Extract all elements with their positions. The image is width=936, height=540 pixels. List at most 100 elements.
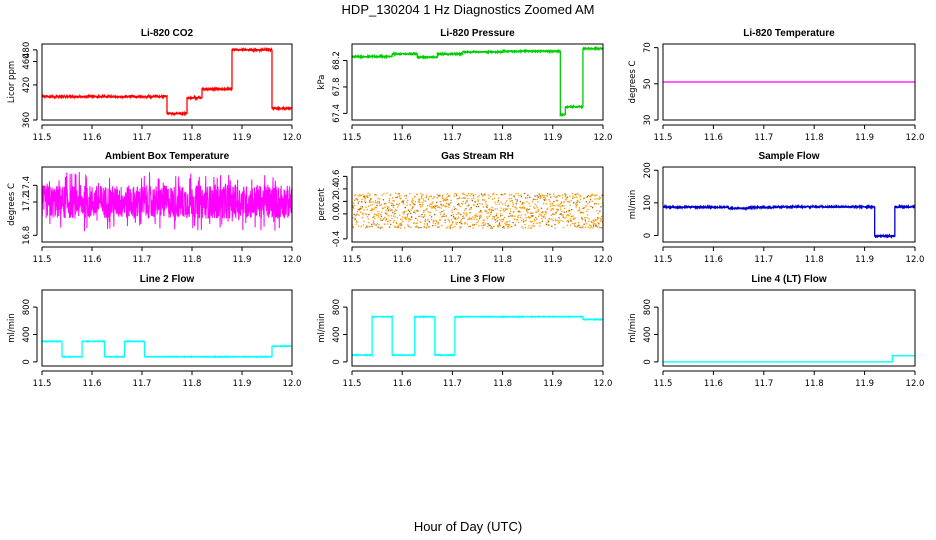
data-point bbox=[387, 210, 389, 212]
data-point bbox=[502, 219, 504, 221]
data-point bbox=[386, 220, 389, 223]
data-point bbox=[512, 203, 514, 206]
data-point bbox=[553, 204, 556, 207]
data-point bbox=[382, 218, 385, 220]
data-point bbox=[481, 195, 484, 197]
data-point bbox=[597, 222, 599, 224]
x-tick-label: 11.8 bbox=[183, 133, 202, 143]
data-point bbox=[507, 226, 509, 228]
y-tick-label: 30 bbox=[643, 115, 653, 126]
data-point bbox=[578, 210, 580, 212]
data-point bbox=[572, 197, 574, 199]
y-axis-label: percent bbox=[317, 188, 327, 221]
data-point bbox=[599, 226, 601, 228]
x-tick-label: 11.9 bbox=[233, 133, 252, 143]
data-point bbox=[431, 206, 434, 208]
data-point bbox=[436, 206, 439, 208]
data-point bbox=[532, 212, 534, 214]
data-point bbox=[435, 205, 437, 207]
data-point bbox=[352, 204, 354, 207]
data-point bbox=[427, 220, 429, 222]
data-point bbox=[576, 203, 578, 206]
data-point bbox=[440, 213, 442, 216]
data-point bbox=[585, 223, 588, 225]
data-point bbox=[446, 196, 448, 198]
y-tick-label: 100 bbox=[643, 195, 653, 211]
data-point bbox=[574, 194, 576, 196]
data-point bbox=[426, 208, 428, 210]
data-point bbox=[507, 204, 510, 206]
data-point bbox=[448, 221, 451, 223]
data-point bbox=[542, 203, 545, 205]
data-point bbox=[413, 210, 416, 212]
data-point bbox=[498, 197, 500, 199]
data-point bbox=[354, 194, 357, 196]
data-point bbox=[388, 201, 390, 204]
data-point bbox=[531, 201, 534, 203]
data-point bbox=[378, 202, 381, 204]
data-point bbox=[475, 215, 477, 217]
data-point bbox=[464, 202, 467, 205]
data-point bbox=[566, 214, 568, 216]
data-point bbox=[538, 193, 540, 195]
data-point bbox=[402, 212, 404, 214]
data-point bbox=[499, 210, 501, 212]
data-point bbox=[396, 226, 398, 228]
data-point bbox=[408, 226, 411, 228]
y-tick-label: 0 bbox=[22, 359, 32, 364]
data-point bbox=[536, 198, 539, 200]
data-point bbox=[493, 193, 495, 195]
x-tick-label: 12.0 bbox=[906, 255, 925, 265]
data-point bbox=[573, 196, 576, 199]
data-point bbox=[449, 227, 452, 229]
panel-title: Sample Flow bbox=[758, 151, 819, 162]
data-point bbox=[596, 210, 598, 212]
x-tick-label: 11.8 bbox=[493, 255, 512, 265]
data-point bbox=[481, 193, 483, 195]
data-point bbox=[517, 192, 519, 195]
data-point bbox=[428, 225, 430, 228]
plot-frame bbox=[662, 166, 916, 243]
data-point bbox=[441, 197, 444, 199]
data-point bbox=[441, 224, 443, 227]
data-point bbox=[373, 215, 375, 218]
data-point bbox=[594, 198, 596, 200]
data-point bbox=[444, 206, 447, 208]
data-point bbox=[506, 223, 508, 226]
data-point bbox=[376, 223, 379, 225]
data-point bbox=[468, 218, 470, 220]
data-point bbox=[427, 198, 430, 201]
data-point bbox=[513, 218, 516, 220]
data-point bbox=[421, 205, 423, 207]
data-point bbox=[598, 196, 600, 198]
data-point bbox=[578, 207, 581, 209]
x-tick-label: 11.9 bbox=[855, 133, 874, 143]
data-point bbox=[578, 224, 580, 226]
data-point bbox=[540, 214, 542, 216]
data-point bbox=[480, 216, 482, 218]
data-point bbox=[403, 195, 406, 197]
data-point bbox=[361, 216, 363, 219]
data-point bbox=[463, 193, 466, 196]
data-point bbox=[519, 211, 521, 213]
data-point bbox=[470, 206, 472, 209]
data-point bbox=[401, 201, 403, 203]
data-point bbox=[601, 202, 604, 204]
data-point bbox=[598, 223, 600, 225]
data-point bbox=[425, 227, 428, 229]
data-point bbox=[482, 199, 484, 201]
data-point bbox=[385, 218, 388, 220]
data-point bbox=[380, 204, 383, 206]
data-point bbox=[381, 194, 383, 196]
data-point bbox=[592, 224, 595, 226]
y-tick-label: 17.2 bbox=[22, 193, 32, 212]
data-point bbox=[597, 217, 599, 219]
panel-4: Gas Stream RH 11.5 11.6 11.7 11.8 11.9 12.0 -0.… bbox=[317, 151, 612, 265]
data-point bbox=[410, 209, 412, 211]
data-point bbox=[587, 208, 589, 210]
data-point bbox=[357, 202, 359, 204]
data-point bbox=[601, 194, 603, 197]
data-point bbox=[417, 226, 419, 228]
y-tick-label: 400 bbox=[22, 326, 32, 342]
data-point bbox=[530, 227, 533, 229]
